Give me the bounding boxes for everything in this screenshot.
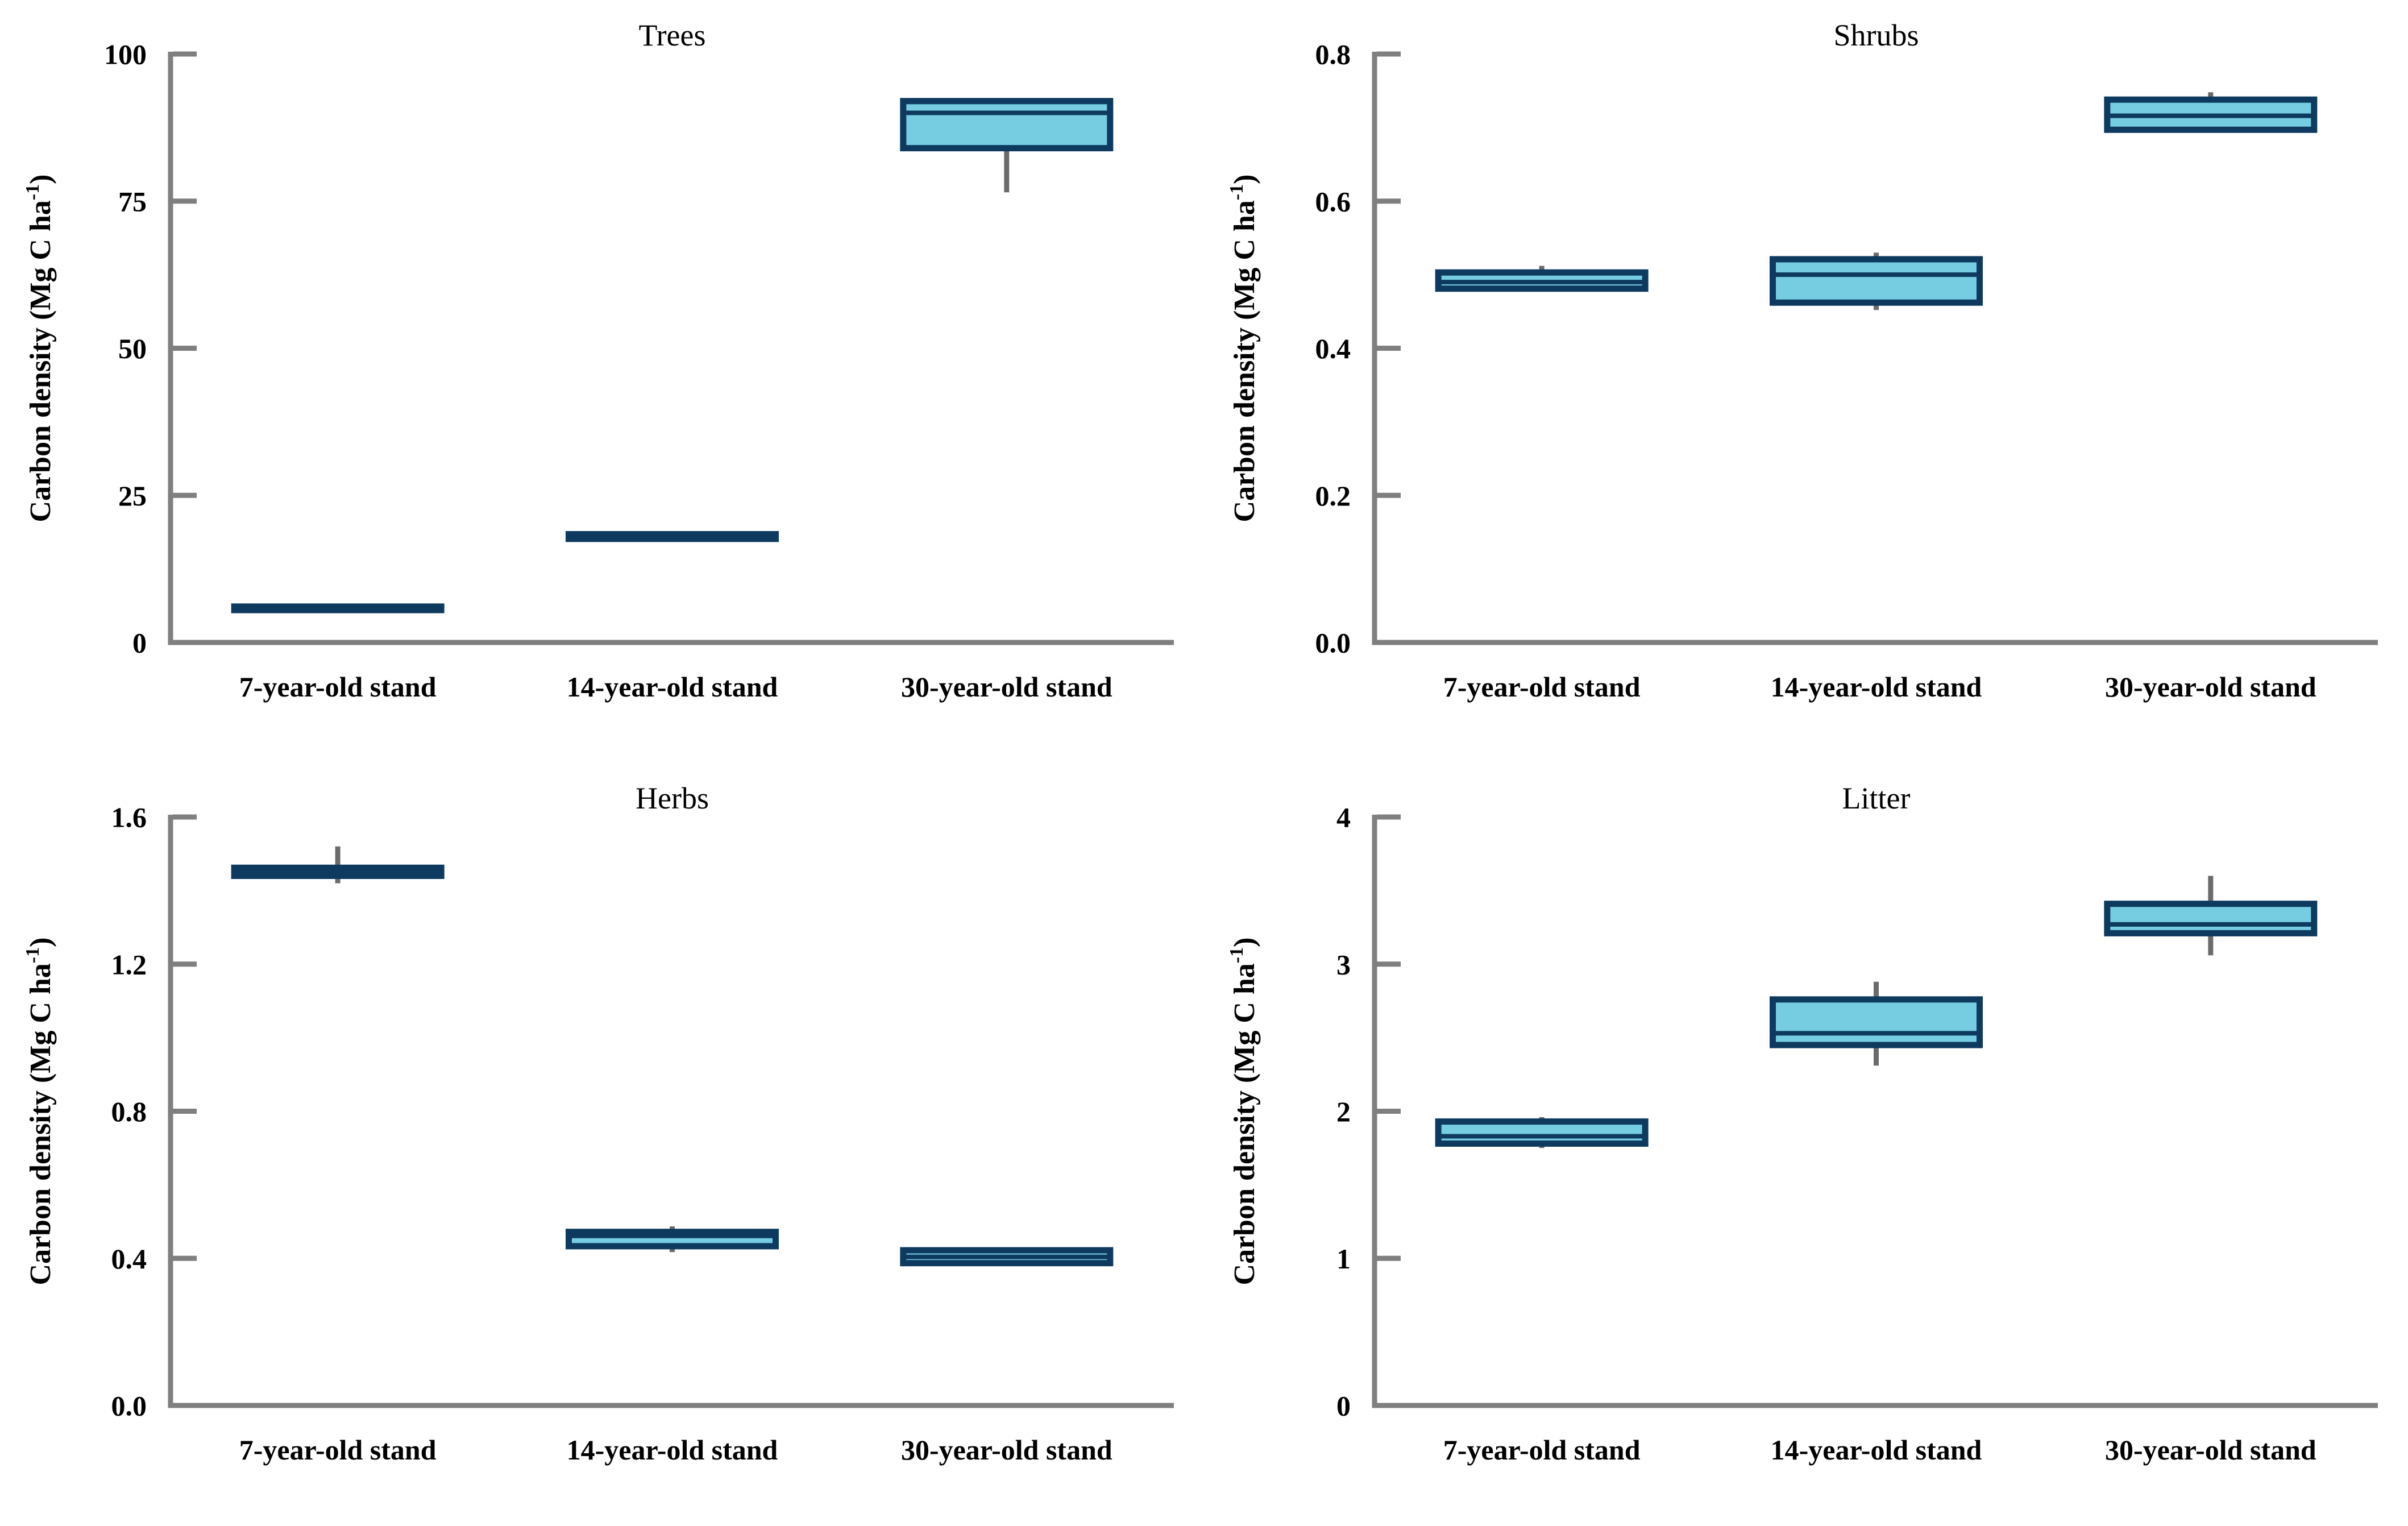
box-group-30-year-old-stand: 30-year-old stand [2104, 92, 2318, 703]
y-tick-label: 1 [1336, 1243, 1351, 1275]
y-axis-label: Carbon density (Mg C ha-1) [1226, 175, 1261, 523]
box-group-7-year-old-stand: 7-year-old stand [231, 846, 445, 1466]
y-tick-label: 0 [1336, 1390, 1351, 1422]
box-group-7-year-old-stand: 7-year-old stand [231, 603, 445, 703]
y-tick-label: 0.8 [111, 1096, 147, 1127]
category-label: 30-year-old stand [2105, 671, 2316, 703]
box-group-14-year-old-stand: 14-year-old stand [566, 1226, 779, 1466]
chart-litter: 0 1 2 3 4 Litter Carbon density (Mg C ha-1) 7-y… [1226, 781, 2378, 1466]
chart-shrubs: 0.0 0.2 0.4 0.6 0.8 Shrubs Carbon density (Mg … [1226, 18, 2378, 703]
y-tick-label: 0 [132, 627, 147, 659]
y-tick-label: 0.4 [111, 1243, 147, 1275]
y-tick-label: 4 [1336, 802, 1351, 834]
box [1435, 1118, 1649, 1147]
panel-shrubs: 0.0 0.2 0.4 0.6 0.8 Shrubs Carbon density (Mg … [1204, 0, 2408, 763]
category-label: 7-year-old stand [239, 1434, 437, 1466]
y-axis-label: Carbon density (Mg C ha-1) [1226, 938, 1261, 1286]
category-label: 7-year-old stand [1443, 671, 1641, 703]
y-tick-label: 2 [1336, 1096, 1351, 1127]
box [900, 98, 1114, 152]
y-tick-label: 0.0 [111, 1390, 147, 1422]
category-label: 30-year-old stand [901, 1434, 1112, 1466]
y-tick-label: 0.4 [1315, 333, 1351, 364]
y-axis-label: Carbon density (Mg C ha-1) [22, 938, 57, 1286]
category-label: 30-year-old stand [901, 671, 1112, 703]
category-label: 7-year-old stand [239, 671, 437, 703]
box-group-14-year-old-stand: 14-year-old stand [1770, 252, 1983, 703]
chart-trees: 0 25 50 75 100 Trees Carbon density (Mg C ha-1… [22, 18, 1174, 703]
panel-title: Litter [1842, 781, 1911, 815]
panel-litter: 0 1 2 3 4 Litter Carbon density (Mg C ha-1) 7-y… [1204, 763, 2408, 1526]
y-tick-label: 100 [104, 39, 147, 71]
y-axis-label: Carbon density (Mg C ha-1) [22, 175, 57, 523]
chart-herbs: 0.0 0.4 0.8 1.2 1.6 Herbs Carbon density (Mg C… [22, 781, 1174, 1466]
box [2104, 901, 2318, 936]
category-label: 14-year-old stand [1771, 1434, 1982, 1466]
category-label: 7-year-old stand [1443, 1434, 1641, 1466]
box-group-30-year-old-stand: 30-year-old stand [2104, 876, 2318, 1466]
y-tick-label: 1.6 [111, 802, 147, 834]
box-group-30-year-old-stand: 30-year-old stand [900, 98, 1114, 703]
y-tick-label: 3 [1336, 948, 1351, 980]
box-group-30-year-old-stand: 30-year-old stand [900, 1247, 1114, 1466]
panel-title: Trees [638, 18, 705, 52]
box-group-7-year-old-stand: 7-year-old stand [1435, 266, 1649, 703]
y-tick-label: 1.2 [111, 948, 147, 980]
category-label: 30-year-old stand [2105, 1434, 2316, 1466]
category-label: 14-year-old stand [567, 671, 778, 703]
panel-trees: 0 25 50 75 100 Trees Carbon density (Mg C ha-1… [0, 0, 1204, 763]
category-label: 14-year-old stand [1771, 671, 1982, 703]
box-group-7-year-old-stand: 7-year-old stand [1435, 1117, 1649, 1466]
box [1770, 996, 1983, 1048]
y-tick-label: 0.0 [1315, 627, 1351, 659]
box-group-14-year-old-stand: 14-year-old stand [1770, 981, 1983, 1466]
y-tick-label: 75 [118, 185, 147, 217]
y-tick-label: 0.2 [1315, 480, 1351, 512]
y-tick-label: 0.8 [1315, 39, 1351, 71]
y-tick-label: 50 [118, 333, 147, 364]
box [1770, 256, 1983, 306]
y-tick-label: 25 [118, 480, 147, 512]
panel-title: Shrubs [1833, 18, 1919, 52]
panel-title: Herbs [636, 781, 709, 815]
y-tick-label: 0.6 [1315, 185, 1351, 217]
box-group-14-year-old-stand: 14-year-old stand [566, 531, 779, 703]
category-label: 14-year-old stand [567, 1434, 778, 1466]
panel-herbs: 0.0 0.4 0.8 1.2 1.6 Herbs Carbon density (Mg C… [0, 763, 1204, 1526]
